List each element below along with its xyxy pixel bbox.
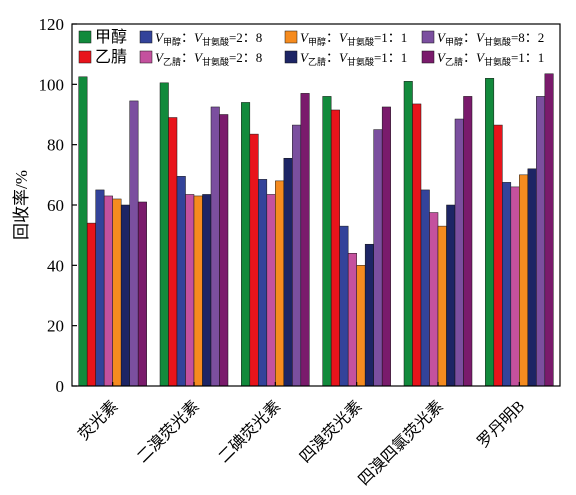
- legend-swatch-6: [421, 30, 435, 44]
- bar-1-3: [185, 194, 195, 387]
- bar-2-1: [249, 133, 259, 387]
- bar-5-1: [493, 124, 503, 387]
- bar-3-3: [347, 253, 357, 387]
- bar-2-5: [283, 157, 293, 387]
- bar-5-7: [544, 73, 554, 387]
- bar-4-0: [403, 81, 413, 387]
- y-tick-label: 100: [39, 75, 65, 94]
- bar-5-2: [502, 182, 512, 387]
- bar-2-7: [300, 93, 310, 387]
- bar-5-5: [527, 168, 537, 387]
- bar-4-6: [454, 118, 464, 387]
- legend-label-4: V甲醇：V甘氨酸=1：1: [300, 30, 407, 47]
- bar-2-6: [292, 124, 302, 387]
- bar-1-1: [168, 117, 178, 387]
- bar-4-1: [412, 103, 422, 387]
- bar-5-0: [485, 78, 495, 387]
- bar-0-3: [103, 195, 113, 387]
- legend-label-3: V乙腈：V甘氨酸=2：8: [155, 50, 262, 67]
- bar-4-3: [429, 212, 439, 387]
- y-axis-label: 回收率/%: [12, 170, 31, 240]
- legend-label-2: V甲醇：V甘氨酸=2：8: [155, 30, 262, 47]
- legend-label-5: V乙腈：V甘氨酸=1：1: [300, 50, 407, 67]
- legend-label-7: V乙腈：V甘氨酸=1：1: [437, 50, 544, 67]
- y-tick-label: 20: [47, 317, 64, 336]
- bar-3-0: [322, 96, 332, 387]
- bar-3-6: [373, 129, 383, 387]
- bar-0-7: [137, 201, 147, 387]
- legend-swatch-3: [139, 50, 153, 64]
- legend-swatch-2: [139, 30, 153, 44]
- legend-label-6: V甲醇：V甘氨酸=8：2: [437, 30, 544, 47]
- legend-swatch-5: [284, 50, 298, 64]
- legend-swatch-7: [421, 50, 435, 64]
- bar-3-7: [381, 106, 391, 387]
- bar-4-4: [437, 225, 447, 387]
- y-tick-label: 0: [56, 377, 65, 396]
- bar-1-0: [159, 82, 169, 387]
- legend-swatch-1: [78, 50, 92, 64]
- bar-0-0: [78, 76, 88, 387]
- y-tick-label: 80: [47, 136, 64, 155]
- bar-1-5: [202, 194, 212, 387]
- bar-3-5: [364, 243, 374, 387]
- bar-4-7: [463, 96, 473, 387]
- bar-2-0: [241, 102, 251, 387]
- bar-2-2: [258, 179, 268, 387]
- bar-1-2: [176, 176, 186, 387]
- bar-0-2: [95, 189, 105, 387]
- bar-1-4: [193, 195, 203, 387]
- legend-swatch-4: [284, 30, 298, 44]
- bar-3-1: [330, 109, 340, 387]
- bar-3-2: [339, 225, 349, 387]
- bar-0-6: [129, 100, 139, 387]
- bar-2-3: [266, 194, 276, 387]
- bar-1-7: [219, 114, 229, 387]
- legend-label-0: 甲醇: [95, 28, 127, 46]
- bar-5-3: [510, 186, 520, 387]
- bar-0-4: [112, 198, 122, 387]
- bar-5-6: [536, 96, 546, 387]
- legend-swatch-0: [78, 30, 92, 44]
- legend-label-1: 乙腈: [95, 48, 127, 66]
- bar-4-2: [420, 189, 430, 387]
- bar-1-6: [210, 106, 220, 387]
- bar-5-4: [519, 174, 529, 387]
- y-tick-label: 40: [47, 256, 64, 275]
- bar-4-5: [446, 204, 456, 387]
- bar-3-4: [356, 265, 366, 387]
- bar-2-4: [275, 180, 285, 387]
- bar-0-1: [86, 222, 96, 387]
- bar-0-5: [120, 204, 130, 387]
- y-tick-label: 120: [39, 15, 65, 34]
- y-axis: 0 20 40 60 80 100 120: [39, 15, 77, 396]
- y-tick-label: 60: [47, 196, 64, 215]
